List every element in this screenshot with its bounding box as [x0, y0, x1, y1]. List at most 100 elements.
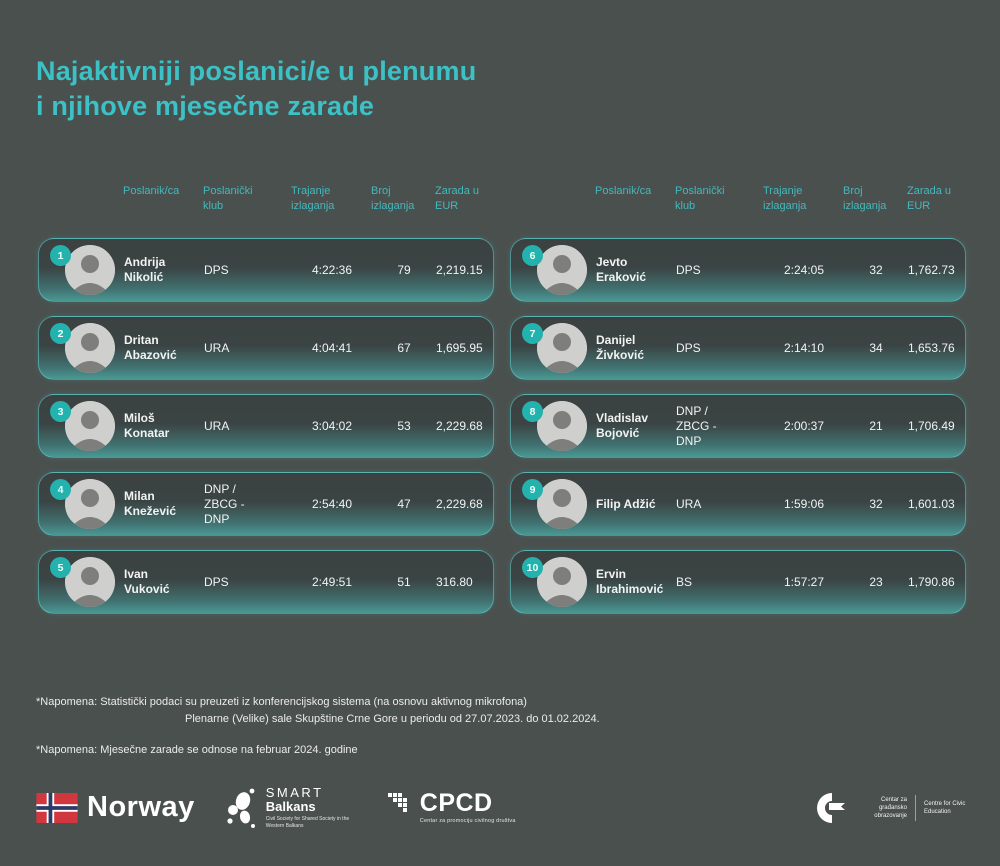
rank-badge: 2 — [50, 323, 71, 344]
person-icon — [65, 479, 115, 529]
avatar — [537, 323, 587, 373]
header-duration: Trajanje izlaganja — [291, 185, 335, 212]
earnings-eur: 1,695.95 — [436, 341, 483, 355]
smart-line1: SMART — [265, 785, 324, 800]
speech-count: 21 — [869, 419, 883, 433]
mp-club: URA — [204, 340, 230, 355]
footnote-1-line2: Plenarne (Velike) sale Skupštine Crne Go… — [185, 713, 600, 726]
speaking-duration: 2:14:10 — [783, 341, 825, 355]
cpcd-subtext: Centar za promociju civilnog društva — [419, 818, 516, 825]
earnings-eur: 1,706.49 — [908, 419, 955, 433]
mp-name: Danijel Živković — [596, 333, 645, 362]
person-icon — [65, 401, 115, 451]
speaking-duration: 1:59:06 — [783, 497, 825, 511]
rank-badge: 7 — [522, 323, 543, 344]
earnings-eur: 1,790.86 — [908, 575, 955, 589]
cpcd-icon — [387, 793, 407, 813]
mp-row: 7 Danijel Živković DPS 2:14:10 34 1,653.… — [510, 316, 966, 380]
mp-name: Miloš Konatar — [124, 411, 170, 440]
smart-line2: Balkans — [265, 798, 316, 814]
speaking-duration: 2:54:40 — [311, 497, 353, 511]
avatar — [537, 479, 587, 529]
mp-club: DNP / ZBCG - DNP — [676, 403, 717, 448]
mp-name: Ervin Ibrahimović — [596, 567, 664, 596]
earnings-eur: 1,653.76 — [908, 341, 955, 355]
column-headers: Poslanik/ca Poslanički klub Trajanje izl… — [510, 184, 966, 216]
avatar — [537, 245, 587, 295]
rank-badge: 8 — [522, 401, 543, 422]
mp-name: Vladislav Bojović — [596, 411, 649, 440]
earnings-eur: 316.80 — [436, 575, 473, 589]
page-title-line1: Najaktivniji poslanici/e u plenumu — [36, 56, 477, 86]
rank-badge: 10 — [522, 557, 543, 578]
footnotes: *Napomena: Statistički podaci su preuzet… — [36, 694, 600, 759]
mp-club: DPS — [204, 262, 229, 277]
avatar — [65, 323, 115, 373]
person-icon — [65, 323, 115, 373]
cgo-label-english: Centre for Civic Education — [924, 800, 966, 815]
speaking-duration: 4:04:41 — [311, 341, 353, 355]
rank-badge: 6 — [522, 245, 543, 266]
speaking-duration: 2:49:51 — [311, 575, 353, 589]
earnings-eur: 1,601.03 — [908, 497, 955, 511]
header-duration: Trajanje izlaganja — [763, 185, 807, 212]
mp-name: Milan Knežević — [124, 489, 177, 518]
mp-row: 8 Vladislav Bojović DNP / ZBCG - DNP 2:0… — [510, 394, 966, 458]
speaking-duration: 1:57:27 — [783, 575, 825, 589]
mp-name: Filip Adžić — [596, 496, 656, 511]
avatar — [65, 245, 115, 295]
ranking-group-right: Poslanik/ca Poslanički klub Trajanje izl… — [510, 184, 966, 614]
speech-count: 34 — [869, 341, 883, 355]
mp-club: BS — [676, 574, 693, 589]
mp-club: DPS — [204, 574, 229, 589]
rank-badge: 9 — [522, 479, 543, 500]
mp-club: DPS — [676, 262, 701, 277]
avatar — [537, 401, 587, 451]
cpcd-text: CPCD Centar za promociju civilnog društv… — [419, 791, 516, 825]
header-club: Poslanički klub — [203, 185, 253, 212]
smart-balkans-icon — [227, 788, 255, 828]
earnings-eur: 2,229.68 — [436, 497, 483, 511]
rank-badge: 1 — [50, 245, 71, 266]
person-icon — [537, 401, 587, 451]
smart-balkans-logo: SMART Balkans Civil Society for Shared S… — [223, 786, 354, 829]
speech-count: 79 — [397, 263, 411, 277]
speech-count: 23 — [869, 575, 883, 589]
card-list: 6 Jevto Eraković DPS 2:24:05 32 1,762.73… — [510, 238, 966, 614]
earnings-eur: 2,229.68 — [436, 419, 483, 433]
norway-label: Norway — [87, 791, 195, 824]
mp-row: 9 Filip Adžić URA 1:59:06 32 1,601.03 — [510, 472, 966, 536]
mp-row: 1 Andrija Nikolić DPS 4:22:36 79 2,219.1… — [38, 238, 494, 302]
mp-name: Jevto Eraković — [596, 255, 647, 284]
avatar — [65, 401, 115, 451]
header-club: Poslanički klub — [675, 185, 725, 212]
norway-flag-icon — [36, 792, 78, 823]
mp-row: 4 Milan Knežević DNP / ZBCG - DNP 2:54:4… — [38, 472, 494, 536]
avatar — [537, 557, 587, 607]
speech-count: 32 — [869, 263, 883, 277]
rank-badge: 5 — [50, 557, 71, 578]
speaking-duration: 3:04:02 — [311, 419, 353, 433]
avatar — [65, 479, 115, 529]
ranking-tables: Poslanik/ca Poslanički klub Trajanje izl… — [38, 184, 966, 614]
header-count: Broj izlaganja — [843, 185, 887, 212]
partner-logos: Norway SMART Balkans Civil Society for S… — [36, 786, 966, 829]
speech-count: 47 — [397, 497, 411, 511]
footnote-1-line1: *Napomena: Statistički podaci su preuzet… — [36, 696, 527, 708]
header-member: Poslanik/ca — [123, 185, 180, 197]
speaking-duration: 2:00:37 — [783, 419, 825, 433]
mp-row: 5 Ivan Vuković DPS 2:49:51 51 316.80 — [38, 550, 494, 614]
mp-club: URA — [204, 418, 230, 433]
speaking-duration: 4:22:36 — [311, 263, 353, 277]
earnings-eur: 1,762.73 — [908, 263, 955, 277]
mp-name: Ivan Vuković — [124, 567, 170, 596]
earnings-eur: 2,219.15 — [436, 263, 483, 277]
page-title: Najaktivniji poslanici/e u plenumu i nji… — [36, 54, 476, 124]
speech-count: 32 — [869, 497, 883, 511]
column-headers: Poslanik/ca Poslanički klub Trajanje izl… — [38, 184, 494, 216]
page-title-line2: i njihove mjesečne zarade — [36, 91, 375, 122]
speaking-duration: 2:24:05 — [783, 263, 825, 277]
mp-row: 6 Jevto Eraković DPS 2:24:05 32 1,762.73 — [510, 238, 966, 302]
header-earnings: Zarada u EUR — [435, 185, 480, 212]
mp-name: Andrija Nikolić — [124, 255, 166, 284]
